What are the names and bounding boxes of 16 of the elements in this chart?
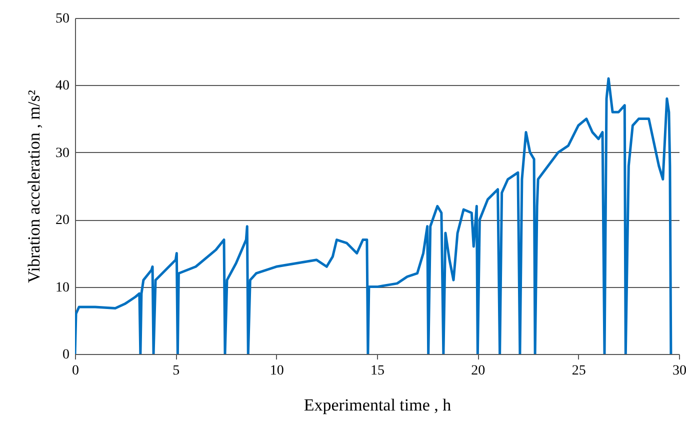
x-tick-label: 5 (172, 364, 180, 378)
y-tick-label: 50 (56, 12, 70, 26)
y-tick-label: 40 (56, 78, 70, 94)
x-tick-label: 15 (370, 364, 384, 378)
x-tick-label: 20 (471, 364, 486, 378)
line-series (75, 77, 672, 354)
y-tick-label: 20 (56, 213, 70, 228)
x-tick-label: 25 (572, 364, 586, 378)
x-axis-title: Experimental time , h (304, 396, 452, 414)
y-tick-label: 30 (56, 146, 70, 161)
y-tick-label: 10 (56, 280, 70, 296)
y-tick-label: 0 (62, 348, 70, 362)
y-axis-title: Vibration acceleration , m/s² (24, 90, 44, 283)
x-tick-label: 10 (270, 364, 284, 378)
x-tick-label: 30 (672, 364, 686, 378)
x-tick-label: 0 (72, 364, 79, 378)
